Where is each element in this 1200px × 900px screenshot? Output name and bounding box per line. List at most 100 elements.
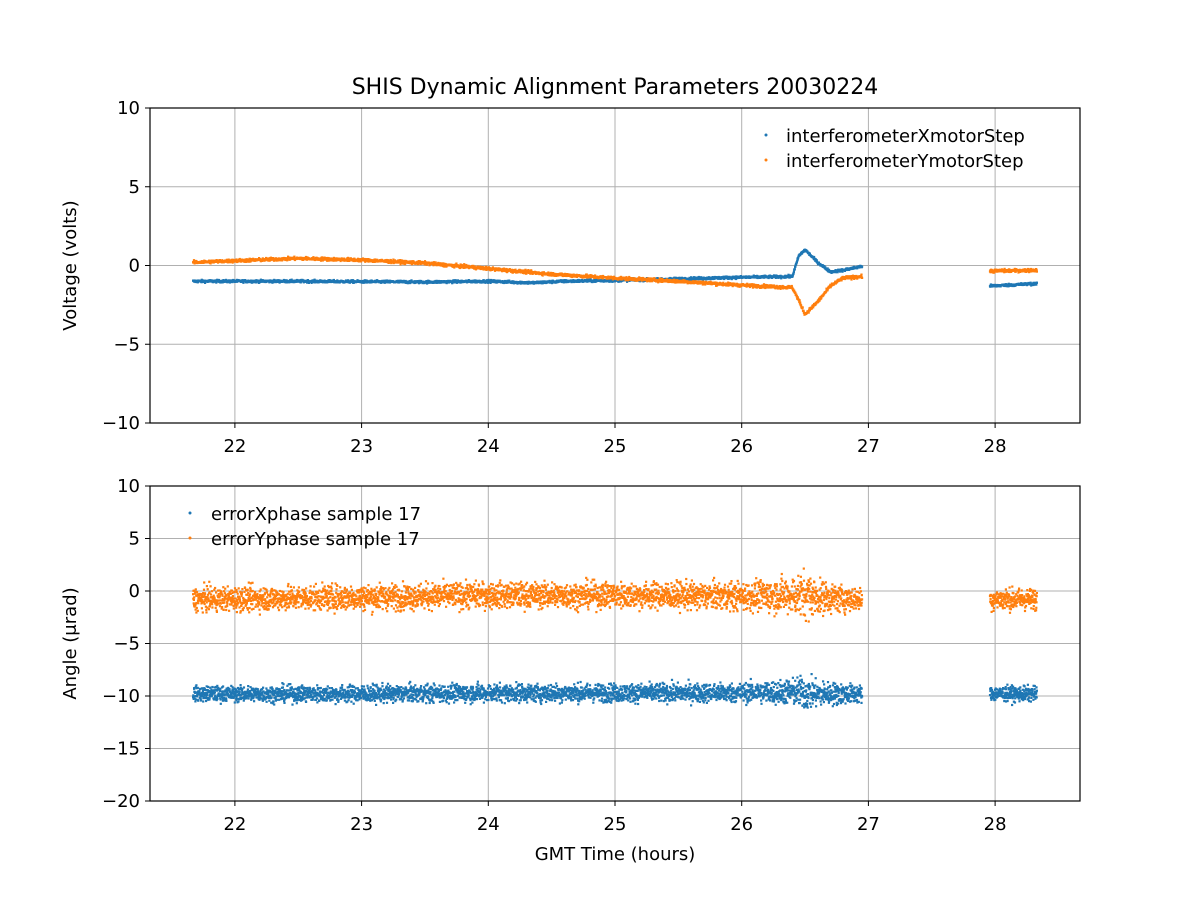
data-point — [272, 257, 275, 260]
data-point — [511, 268, 514, 271]
data-point — [1027, 267, 1030, 271]
data-point — [334, 257, 337, 260]
data-point — [686, 280, 689, 283]
data-point — [993, 271, 996, 274]
data-point — [205, 697, 208, 700]
data-point — [439, 281, 442, 284]
data-point — [531, 272, 534, 275]
data-point — [438, 262, 441, 265]
data-point — [1028, 271, 1031, 274]
legend-marker-interferometerYmotorStep — [764, 158, 768, 162]
data-point — [700, 276, 703, 279]
data-point — [472, 264, 475, 267]
data-point — [617, 280, 620, 283]
legend-marker-interferometerXmotorStep — [764, 133, 768, 137]
data-point — [802, 309, 805, 313]
data-point — [204, 696, 207, 700]
data-point — [210, 690, 213, 693]
data-point — [840, 279, 843, 282]
data-point — [463, 263, 466, 266]
data-point — [230, 258, 233, 261]
data-point — [807, 311, 810, 314]
data-point — [290, 278, 293, 281]
data-point — [817, 261, 820, 264]
data-point — [387, 279, 390, 282]
data-point — [791, 275, 794, 278]
series-interferometerymotorstep — [192, 255, 1038, 316]
data-point — [347, 256, 350, 259]
data-point — [195, 684, 198, 687]
data-point — [855, 274, 858, 278]
data-point — [801, 306, 804, 309]
data-point — [321, 256, 324, 259]
data-point — [463, 264, 466, 267]
data-point — [306, 279, 310, 282]
data-point — [284, 279, 287, 282]
data-point — [1007, 285, 1010, 288]
data-point — [193, 697, 196, 700]
data-point — [527, 269, 530, 272]
data-point — [699, 280, 702, 283]
data-point — [200, 699, 203, 702]
data-point — [1035, 270, 1038, 273]
data-point — [210, 688, 213, 691]
data-point — [547, 271, 550, 274]
data-point — [199, 698, 202, 701]
data-point — [221, 699, 224, 702]
data-point — [225, 699, 228, 702]
voltage-scatter-points — [192, 248, 1038, 316]
legend-label-interferometerXmotorStep: interferometerXmotorStep — [786, 126, 1025, 147]
voltage-y-axis-label: Voltage (volts) — [60, 200, 81, 330]
data-point — [847, 277, 850, 280]
data-point — [713, 277, 716, 280]
data-point — [642, 280, 645, 283]
data-point — [222, 690, 225, 693]
x-tick-label: 26 — [730, 436, 753, 457]
data-point — [216, 684, 219, 687]
data-point — [217, 694, 221, 698]
data-point — [795, 261, 798, 264]
data-point — [223, 690, 226, 693]
data-point — [453, 266, 456, 269]
data-point — [989, 271, 992, 274]
data-point — [194, 691, 198, 694]
data-point — [1029, 267, 1032, 271]
data-point — [794, 291, 797, 294]
data-point — [799, 301, 802, 304]
data-point — [411, 263, 414, 266]
data-point — [202, 700, 205, 703]
data-point — [765, 284, 768, 287]
data-point — [277, 259, 280, 262]
data-point — [222, 693, 225, 696]
data-point — [792, 270, 795, 273]
data-point — [221, 695, 224, 698]
x-tick-label: 27 — [857, 436, 880, 457]
voltage-legend: interferometerXmotorStep interferometerY… — [764, 126, 1025, 172]
data-point — [219, 702, 222, 705]
data-point — [815, 259, 818, 262]
data-point — [194, 695, 197, 698]
data-point — [620, 275, 623, 278]
data-point — [404, 279, 407, 283]
data-point — [727, 284, 730, 287]
data-point — [409, 281, 412, 285]
data-point — [219, 698, 222, 701]
data-point — [202, 695, 205, 699]
data-point — [508, 268, 511, 271]
data-point — [219, 697, 222, 700]
data-point — [200, 695, 203, 698]
data-point — [551, 279, 554, 282]
data-point — [360, 260, 363, 263]
data-point — [617, 278, 620, 281]
data-point — [836, 271, 839, 274]
data-point — [841, 270, 844, 273]
data-point — [565, 279, 568, 282]
data-point — [209, 262, 212, 265]
data-point — [682, 279, 685, 282]
data-point — [387, 259, 390, 262]
data-point — [552, 273, 555, 276]
data-point — [797, 256, 800, 259]
data-point — [228, 259, 231, 262]
data-point — [217, 686, 220, 689]
data-point — [1012, 284, 1015, 288]
